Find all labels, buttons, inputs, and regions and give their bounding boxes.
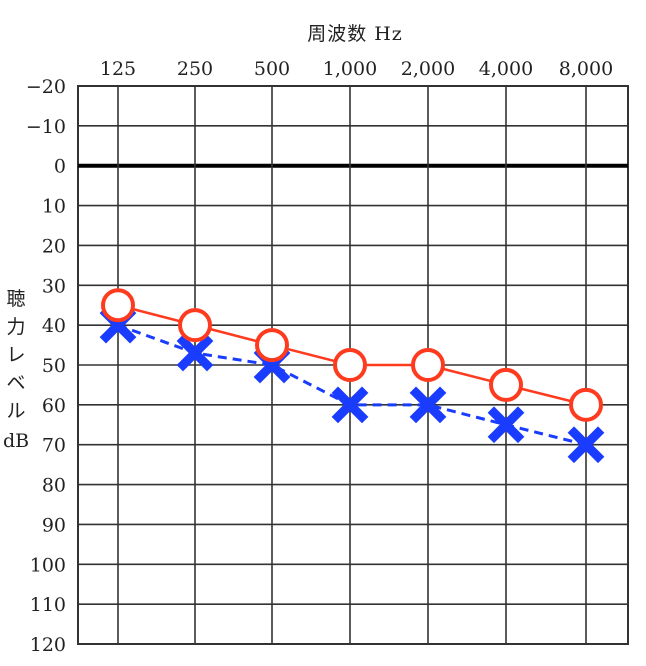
y-tick-label: 0 <box>54 156 66 178</box>
y-label-char: ベ <box>6 372 25 394</box>
x-tick-label: 2,000 <box>401 58 455 80</box>
grid <box>77 85 629 645</box>
y-tick-label: 110 <box>30 594 66 616</box>
circle-marker <box>489 367 523 402</box>
y-tick-label: 50 <box>42 355 66 377</box>
x-tick-label: 4,000 <box>479 58 533 80</box>
x-tick-label: 8,000 <box>559 58 613 80</box>
circle-marker <box>101 288 135 323</box>
y-label-char: レ <box>6 344 25 366</box>
y-tick-label: 60 <box>42 395 66 417</box>
y-tick-label: 10 <box>42 196 66 218</box>
y-label-char: ル <box>6 400 25 422</box>
cross-marker <box>331 386 369 424</box>
x-tick-label: 250 <box>177 58 213 80</box>
circle-marker <box>333 348 367 382</box>
y-label-unit: dB <box>3 430 29 452</box>
x-tick-label: 500 <box>254 58 290 80</box>
cross-marker <box>176 334 214 372</box>
y-axis-ticks: −20 −10 0 10 20 30 40 50 60 70 80 90 100 110 120 <box>26 76 66 656</box>
y-tick-label: 120 <box>30 634 66 656</box>
y-tick-label: 100 <box>30 554 66 576</box>
y-label-char: 聴 <box>6 288 25 310</box>
x-tick-label: 1,000 <box>323 58 377 80</box>
cross-stroke <box>176 334 214 372</box>
y-tick-label: 40 <box>42 315 66 337</box>
cross-stroke <box>487 406 525 444</box>
chart-title: 周波数 Hz <box>307 23 403 45</box>
y-label-char: 力 <box>6 316 25 338</box>
cross-marker <box>487 406 525 444</box>
cross-stroke <box>567 426 605 464</box>
series-layer <box>99 288 605 464</box>
x-axis-ticks: 125 250 500 1,000 2,000 4,000 8,000 <box>100 58 613 80</box>
y-tick-label: 80 <box>42 475 66 497</box>
y-tick-label: −10 <box>26 116 66 138</box>
circle-marker <box>255 328 289 363</box>
y-tick-label: 20 <box>42 235 66 257</box>
cross-marker <box>409 386 447 424</box>
cross-stroke <box>331 386 369 424</box>
circle-marker <box>569 387 603 422</box>
cross-marker <box>567 426 605 464</box>
y-tick-label: 30 <box>42 275 66 297</box>
x-tick-label: 125 <box>100 58 136 80</box>
y-tick-label: 90 <box>42 514 66 536</box>
y-tick-label: 70 <box>42 435 66 457</box>
cross-stroke <box>409 386 447 424</box>
y-tick-label: −20 <box>26 76 66 98</box>
circle-marker <box>411 348 445 382</box>
circle-marker <box>178 308 212 343</box>
